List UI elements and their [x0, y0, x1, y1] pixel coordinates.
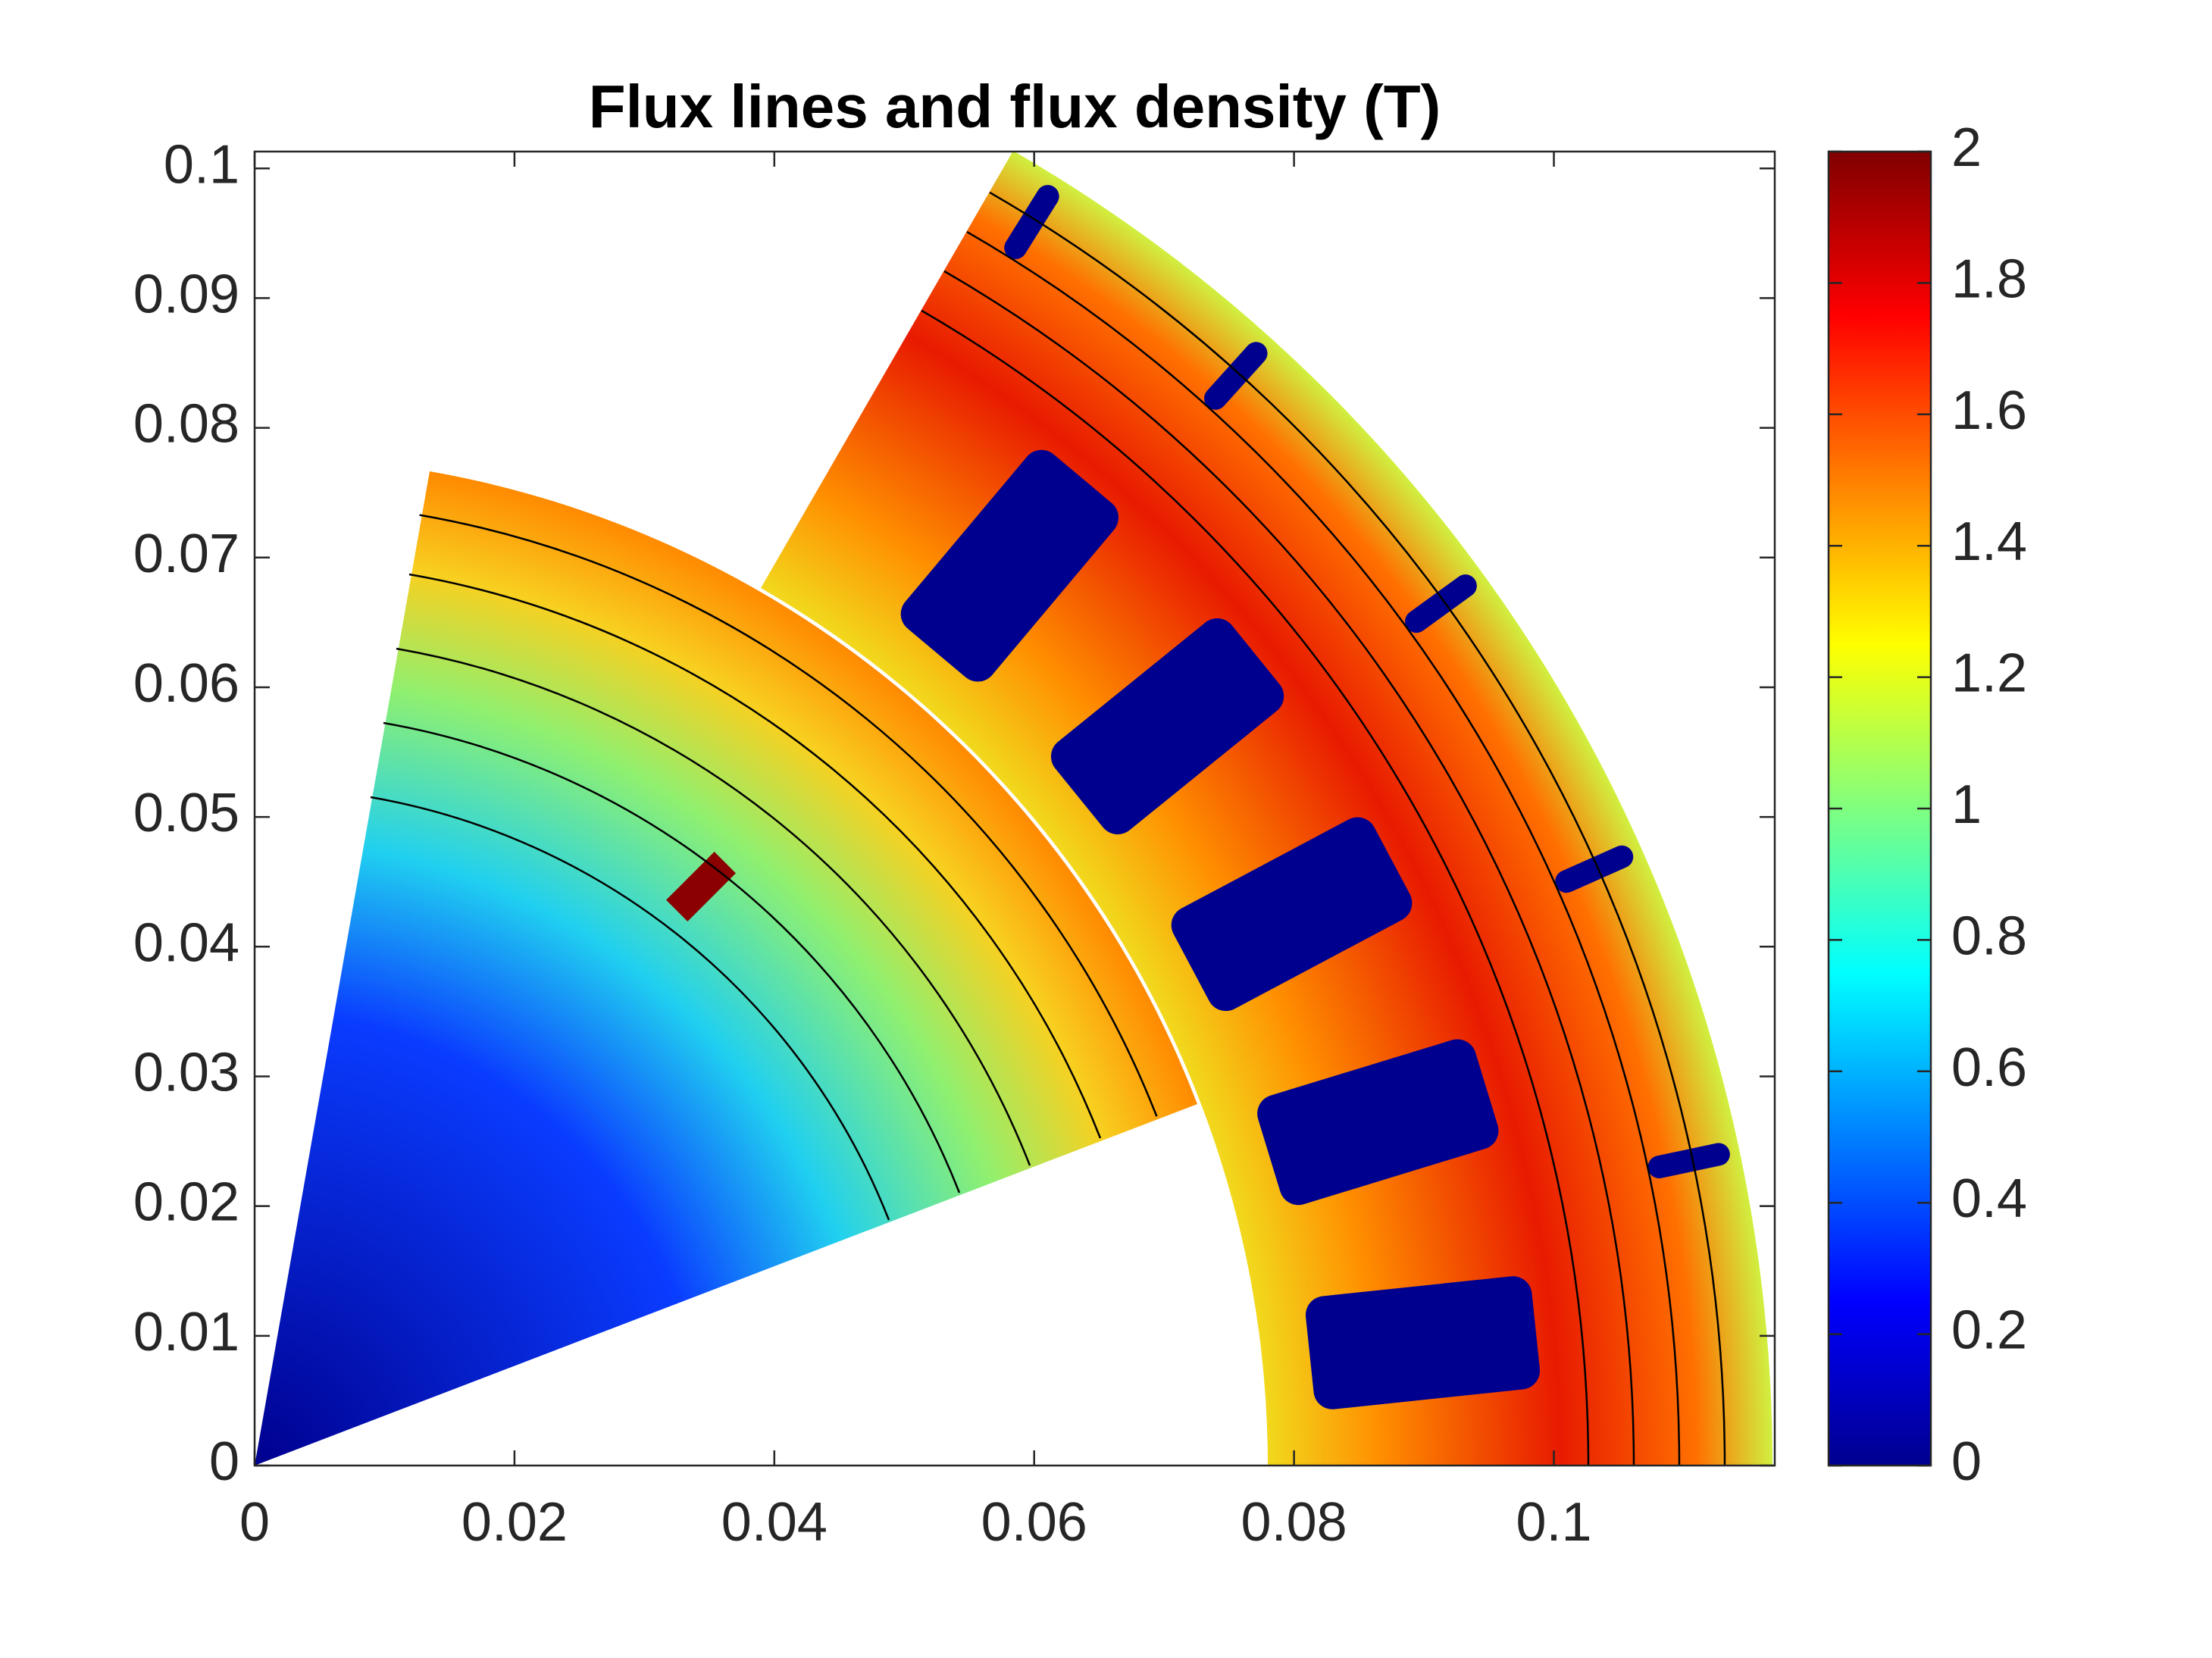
x-tick-label: 0 [239, 1492, 270, 1553]
y-tick-label: 0.01 [133, 1302, 239, 1362]
flux-line [921, 309, 1590, 1466]
x-tick-label: 0.06 [981, 1492, 1087, 1553]
x-tick-label: 0.1 [1516, 1492, 1591, 1553]
flux-line [943, 270, 1635, 1466]
slot [900, 449, 1119, 682]
vent [1555, 845, 1634, 893]
flux-line [396, 647, 1031, 1166]
colorbar [1827, 150, 1932, 1467]
colorbar-tick-label: 0.4 [1951, 1168, 2027, 1229]
y-tick-label: 0.06 [133, 653, 239, 714]
rotor [255, 471, 1197, 1466]
slot [1050, 618, 1284, 835]
colorbar-tick-label: 1.4 [1951, 511, 2027, 572]
y-tick-label: 0.07 [133, 524, 239, 584]
x-tick-label: 0.02 [461, 1492, 568, 1553]
y-tick-label: 0.03 [133, 1042, 239, 1103]
x-tick-label: 0.04 [721, 1492, 828, 1553]
y-tick-label: 0.02 [133, 1172, 239, 1233]
x-tick-label: 0.08 [1241, 1492, 1347, 1553]
flux-line [419, 514, 1158, 1117]
slot [1257, 1039, 1499, 1206]
colorbar-tick-label: 0.8 [1951, 906, 2027, 966]
colorbar-tick-label: 1.2 [1951, 643, 2027, 704]
colorbar-tick-label: 0.6 [1951, 1037, 2027, 1098]
y-tick-label: 0.05 [133, 783, 239, 843]
colorbar-tick-label: 1 [1951, 774, 1982, 835]
flux-line [383, 721, 961, 1193]
chart-title: Flux lines and flux density (T) [589, 73, 1441, 140]
colorbar-tick-label: 1.8 [1951, 249, 2027, 309]
slot [1171, 817, 1413, 1012]
colorbar-tick-label: 1.6 [1951, 380, 2027, 441]
flux-line [408, 573, 1102, 1139]
y-tick-label: 0.04 [133, 912, 239, 973]
y-tick-label: 0.1 [164, 134, 239, 195]
flux-line [989, 191, 1726, 1466]
stator-slots [900, 185, 1730, 1409]
vent [1004, 185, 1059, 259]
y-tick-label: 0 [209, 1431, 239, 1492]
flux-lines [370, 191, 1726, 1466]
vent [1204, 342, 1268, 410]
rotor-magnet [666, 852, 736, 921]
colorbar-tick-label: 0.2 [1951, 1300, 2027, 1361]
axes-box [253, 150, 1776, 1467]
vent [1405, 574, 1477, 633]
vent [1647, 1143, 1730, 1179]
slot [1305, 1276, 1541, 1409]
colorbar-tick-label: 2 [1951, 117, 1982, 178]
flux-line [370, 796, 890, 1221]
colorbar-tick-label: 0 [1951, 1431, 1982, 1492]
y-tick-label: 0.08 [133, 394, 239, 455]
field [255, 151, 1772, 1466]
flux-line [966, 230, 1681, 1466]
y-tick-label: 0.09 [133, 264, 239, 324]
